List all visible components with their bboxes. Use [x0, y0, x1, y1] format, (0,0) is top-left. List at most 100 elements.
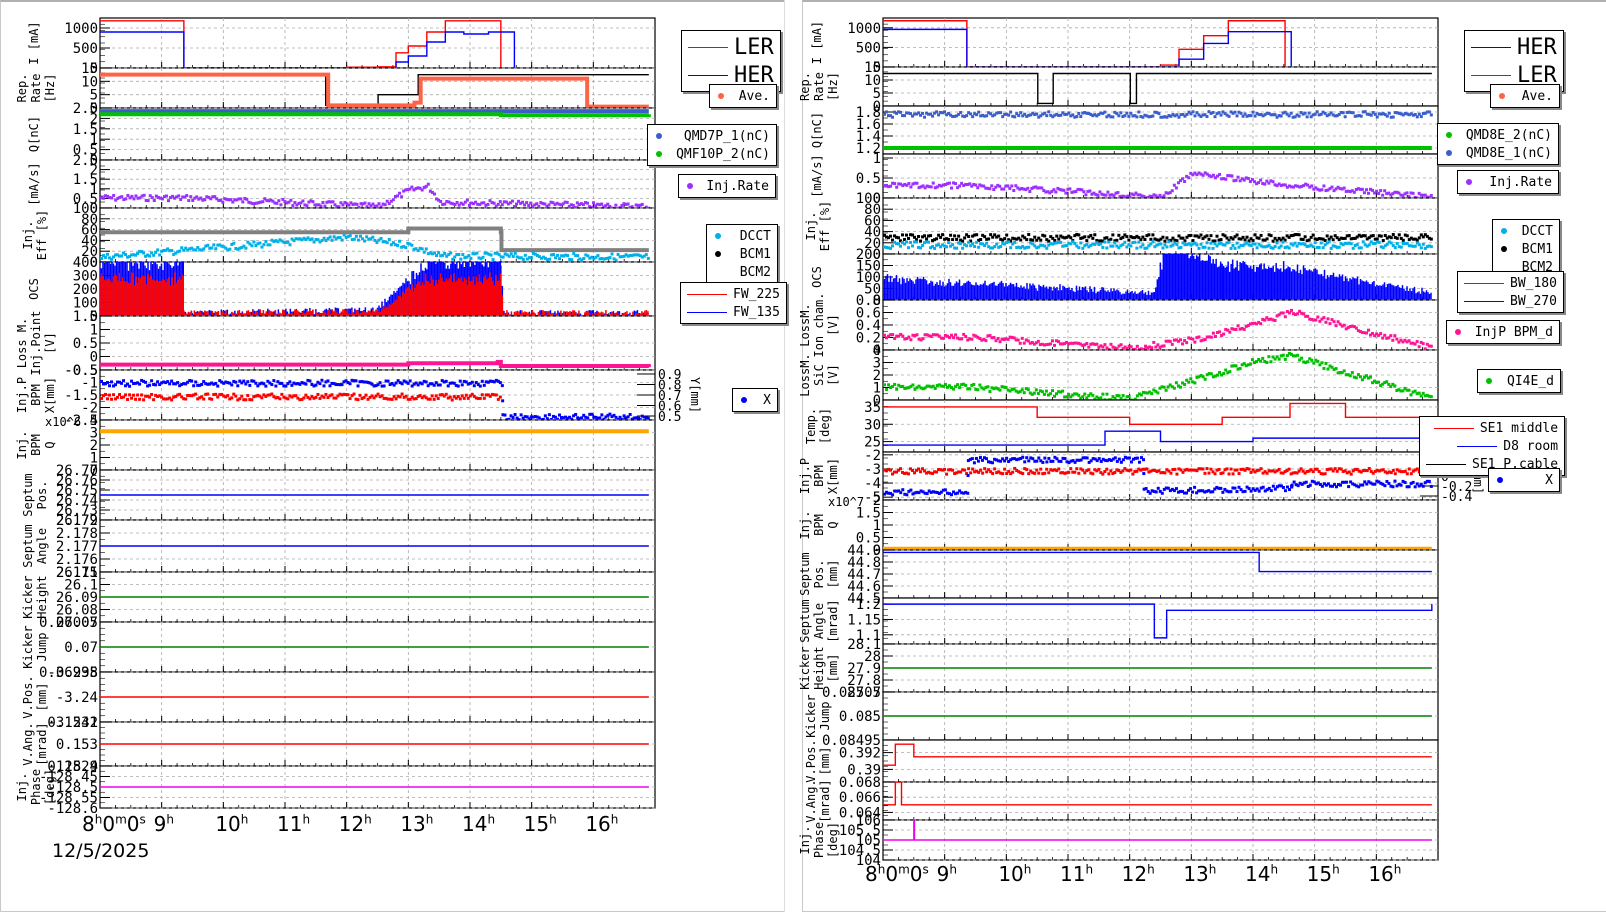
y-axis-label: [mm] — [35, 683, 49, 712]
y-tick-label: 1 — [873, 151, 881, 167]
legend-entry: X — [1495, 471, 1553, 489]
y-tick-label: 105.5 — [839, 823, 881, 839]
y-tick-label: 15 — [81, 61, 98, 77]
y-tick-label: 44.7 — [847, 567, 881, 583]
legend-ocs: FW_225 FW_135 — [680, 282, 787, 324]
dot-marker-icon — [1455, 329, 1461, 335]
legend-label: HER — [734, 62, 774, 88]
y-tick-label: 26.74 — [56, 493, 98, 509]
y-axis-label: Rate — [812, 72, 826, 101]
y-tick-label: 4 — [90, 413, 98, 429]
legend-label: Inj.Rate — [706, 178, 769, 194]
y-tick-label: 2 — [90, 111, 98, 127]
y2-tick-label: -0.4 — [1441, 490, 1472, 505]
y-tick-label: 0.153 — [56, 737, 98, 753]
y-tick-label: 0 — [873, 191, 881, 207]
empty-marker-icon — [715, 269, 721, 275]
dot-marker-icon — [1501, 228, 1507, 234]
y-tick-label: 1.4 — [856, 129, 881, 145]
y2-tick-label: -0.2 — [1441, 480, 1472, 495]
y-axis-label: Inj. — [21, 221, 35, 250]
y-tick-label: 0 — [873, 99, 881, 115]
strip-chart: 1.21.151.1 Septum Angle [mrad] — [798, 597, 1439, 645]
legend-label: QMF10P_2(nC) — [676, 146, 770, 162]
y-tick-label: 0 — [90, 350, 98, 366]
line-marker-icon — [687, 293, 727, 295]
line-marker-icon — [1471, 74, 1511, 76]
y-tick-label: 44.8 — [847, 555, 881, 571]
legend-entry: Inj.Rate — [685, 177, 769, 195]
legend-entry: SE1 P.cable — [1426, 455, 1558, 473]
x-tick-label: 10h — [215, 812, 249, 836]
y-tick-label: 0.4 — [856, 318, 881, 334]
x-tick-label: 13h — [1183, 862, 1217, 886]
y-axis-label: OCS — [27, 278, 41, 300]
y-tick-label: 44.9 — [847, 543, 881, 559]
y-axis-label: [mm] — [818, 747, 832, 776]
y-axis-label: [mm] — [826, 560, 840, 589]
legend-label: SE1 middle — [1479, 420, 1559, 436]
y-tick-label: 1 — [90, 132, 98, 148]
y-axis-label: [deg] — [818, 408, 832, 444]
y-tick-label: 1.2 — [856, 141, 881, 157]
legend-label: QMD8E_2(nC) — [1465, 127, 1552, 143]
y-tick-label: 60 — [81, 223, 98, 239]
legend-injrate: Inj.Rate — [678, 174, 776, 198]
y-tick-label: -128.6 — [47, 801, 98, 817]
y-axis-label: [mA/s] — [27, 162, 41, 205]
line-marker-icon — [1464, 300, 1504, 302]
y-tick-label: -0.5 — [64, 363, 98, 379]
x-tick-label: 11h — [277, 812, 311, 836]
y-axis-label: Angle — [812, 603, 826, 639]
legend-label: Ave. — [738, 88, 770, 104]
y-tick-label: 2.177 — [56, 539, 98, 555]
dot-marker-icon — [1446, 150, 1452, 156]
y-tick-label: 26.77 — [56, 463, 98, 479]
y-axis-label: Phase — [812, 822, 826, 858]
legend-bpm: X — [732, 388, 778, 412]
date-label: 12/5/2025 — [52, 840, 150, 862]
dot-marker-icon — [1446, 132, 1452, 138]
y-tick-label: -2 — [81, 401, 98, 417]
y-tick-label: 20 — [81, 244, 98, 260]
strip-chart: 2.521.510.50Q[nC] — [27, 101, 656, 169]
y-tick-label: 1.5 — [73, 172, 98, 188]
y-axis-label: [V] — [43, 332, 57, 354]
y-axis-label: Pos. — [812, 560, 826, 589]
y-tick-label: 3 — [90, 426, 98, 442]
legend-entry: Ave. — [716, 87, 770, 105]
y-tick-label: 300 — [73, 269, 98, 285]
y-tick-label: 0 — [90, 255, 98, 271]
y-tick-label: 10 — [81, 74, 98, 90]
line-marker-icon — [687, 311, 727, 313]
y-tick-label: 60 — [864, 213, 881, 229]
line-marker-icon — [1464, 282, 1504, 284]
y-axis-label: LossM. — [798, 353, 812, 396]
legend-entry: BCM1 — [713, 245, 771, 263]
y-tick-label: -4 — [864, 476, 881, 492]
y-axis-label: Angle — [35, 528, 49, 564]
legend-label: HER — [1517, 34, 1557, 60]
legend-charge: QMD7P_1(nC) QMF10P_2(nC) — [647, 124, 777, 166]
y-axis-label: Eff [%] — [818, 201, 832, 252]
y-tick-label: 0 — [873, 60, 881, 76]
y-tick-label: 26.73 — [56, 503, 98, 519]
legend-rate: Ave. — [709, 84, 777, 108]
y-tick-label: -1.5 — [64, 388, 98, 404]
y-axis-label: Septum — [21, 524, 35, 567]
legend-label: D8 room — [1503, 438, 1559, 454]
y-tick-label: -0.5 — [64, 363, 98, 379]
y-tick-label: 0.392 — [839, 746, 881, 762]
y-axis-label: Q — [43, 441, 57, 448]
y-axis-label: Kicker — [21, 575, 35, 618]
y-tick-label: 1 — [90, 323, 98, 339]
strip-chart: 0.08505 0.085 0.08495 Kicker Jump — [804, 685, 1439, 749]
y2-tick-label: 0.9 — [658, 368, 681, 383]
x-tick-label: 15h — [523, 812, 557, 836]
y-tick-label: 0.5 — [856, 171, 881, 187]
legend-entry: BCM2 — [713, 263, 771, 281]
